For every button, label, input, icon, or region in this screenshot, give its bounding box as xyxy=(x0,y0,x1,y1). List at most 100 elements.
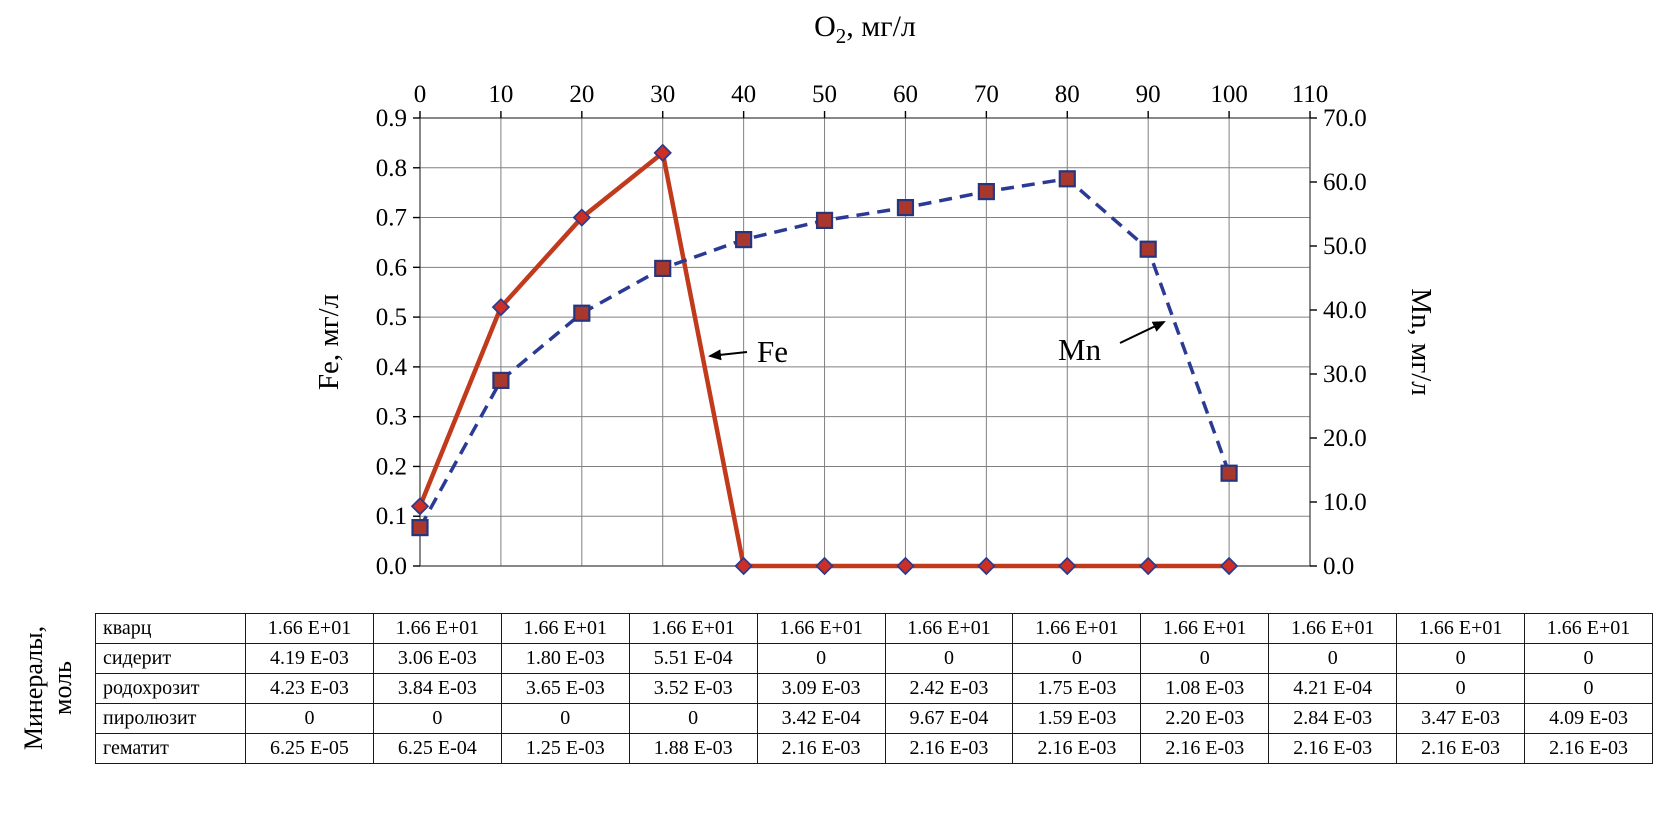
minerals-axis-label-wrap: Минералы, моль xyxy=(0,610,95,766)
gridlines xyxy=(419,117,1311,567)
table-cell: 6.25 E-04 xyxy=(372,732,502,764)
minerals-table: кварц 1.66 E+01 1.66 E+01 1.66 E+01 1.66 E+0… xyxy=(95,612,1653,764)
table-cell: 2.16 E-03 xyxy=(1396,732,1526,764)
table-cell: 1.25 E-03 xyxy=(500,732,630,764)
x-tick-label: 30 xyxy=(650,81,675,108)
x-tick-label: 40 xyxy=(731,81,756,108)
table-cell: 0 xyxy=(1268,642,1398,674)
table-cell: 2.20 E-03 xyxy=(1140,702,1270,734)
plot-border xyxy=(419,117,1311,567)
table-cell: 0 xyxy=(245,702,374,734)
marker-fe xyxy=(572,208,592,227)
y-right-tick-label: 40.0 xyxy=(1323,297,1367,324)
table-cell: 1.66 E+01 xyxy=(1268,612,1398,644)
table-cell: 0 xyxy=(500,702,630,734)
x-tick-label: 20 xyxy=(569,81,594,108)
marker-fe xyxy=(1219,556,1239,576)
marker-mn xyxy=(896,199,915,217)
table-cell: 1.88 E-03 xyxy=(628,732,758,764)
table-cell: 2.84 E-03 xyxy=(1268,702,1398,734)
marker-mn xyxy=(492,371,510,389)
table-cell: 0 xyxy=(1012,642,1142,674)
y-right-tick-label: 20.0 xyxy=(1323,425,1367,452)
fe-annotation: Fe xyxy=(757,334,788,369)
table-cell: 4.09 E-03 xyxy=(1524,702,1653,734)
table-cell: 1.80 E-03 xyxy=(500,642,630,674)
marker-mn xyxy=(654,259,672,277)
x-tick-label: 80 xyxy=(1055,81,1080,108)
row-label: кварц xyxy=(95,612,246,644)
table-cell: 4.19 E-03 xyxy=(245,642,374,674)
minerals-axis-label: Минералы, моль xyxy=(18,626,76,750)
table-row: родохрозит 4.23 E-03 3.84 E-03 3.65 E-03 3.5… xyxy=(95,672,1653,704)
table-cell: 1.66 E+01 xyxy=(756,612,886,644)
chart-area: 0 10 20 30 40 50 60 70 80 90 100 110 0.0 0.1 0.2 0.3 0.4… xyxy=(313,10,1437,580)
right-axis-title: Mn, мг/л xyxy=(1405,288,1437,396)
x-tick-label: 50 xyxy=(812,81,837,108)
y-right-tick-label: 70.0 xyxy=(1323,105,1367,132)
table-cell: 1.66 E+01 xyxy=(372,612,502,644)
table-cell: 0 xyxy=(1524,672,1653,704)
table-row: гематит 6.25 E-05 6.25 E-04 1.25 E-03 1.88 E… xyxy=(95,732,1653,764)
table-cell: 1.66 E+01 xyxy=(628,612,758,644)
marker-mn xyxy=(1058,170,1076,188)
x-tick-label: 90 xyxy=(1136,81,1161,108)
y-right-tick-label: 10.0 xyxy=(1323,489,1367,516)
table-cell: 2.42 E-03 xyxy=(884,672,1014,704)
marker-fe xyxy=(815,556,834,576)
table-cell: 3.42 E-04 xyxy=(756,702,886,734)
y-left-tick-label: 0.2 xyxy=(376,453,407,480)
row-label: гематит xyxy=(95,732,246,764)
table-cell: 3.84 E-03 xyxy=(372,672,502,704)
marker-mn xyxy=(1220,464,1238,482)
marker-fe xyxy=(491,297,511,317)
y-left-tick-label: 0.7 xyxy=(376,205,407,232)
marker-mn xyxy=(1139,240,1157,258)
y-left-tick-label: 0.5 xyxy=(376,304,407,331)
marker-fe xyxy=(653,143,672,163)
minerals-axis-label-line1: Минералы, xyxy=(18,625,48,751)
table-cell: 4.23 E-03 xyxy=(245,672,374,704)
y-left-tick-label: 0.0 xyxy=(376,553,407,580)
series-mn xyxy=(411,170,1238,537)
table-cell: 6.25 E-05 xyxy=(245,732,374,764)
table-cell: 1.66 E+01 xyxy=(500,612,630,644)
table-cell: 9.67 E-04 xyxy=(884,702,1014,734)
y-left-tick-label: 0.1 xyxy=(376,503,407,530)
table-cell: 3.09 E-03 xyxy=(756,672,886,704)
marker-mn xyxy=(573,304,591,322)
y-left-tick-label: 0.8 xyxy=(376,155,407,182)
table-cell: 1.75 E-03 xyxy=(1012,672,1142,704)
minerals-axis-label-line2: моль xyxy=(47,661,77,715)
table-cell: 3.47 E-03 xyxy=(1396,702,1526,734)
minerals-table-section: Минералы, моль кварц 1.66 E+01 1.66 E+01 1.… xyxy=(0,610,1677,766)
marker-mn xyxy=(977,183,995,201)
left-axis-title: Fe, мг/л xyxy=(313,294,345,390)
x-tick-label: 110 xyxy=(1292,81,1329,108)
table-cell: 1.66 E+01 xyxy=(884,612,1014,644)
table-cell: 2.16 E-03 xyxy=(1012,732,1142,764)
y-right-tick-label: 50.0 xyxy=(1323,233,1367,260)
x-tick-label: 10 xyxy=(488,81,513,108)
table-cell: 0 xyxy=(628,702,758,734)
table-cell: 4.21 E-04 xyxy=(1268,672,1398,704)
marker-mn xyxy=(815,211,834,229)
annotations: Fe Mn xyxy=(708,321,1166,369)
table-row: сидерит 4.19 E-03 3.06 E-03 1.80 E-03 5.51 E… xyxy=(95,642,1653,674)
table-cell: 1.66 E+01 xyxy=(1140,612,1270,644)
marker-mn xyxy=(411,518,429,537)
y-right-tick-label: 30.0 xyxy=(1323,361,1367,388)
marker-fe xyxy=(977,556,996,576)
marker-fe xyxy=(410,497,430,516)
marker-fe xyxy=(734,556,753,576)
table-cell: 0 xyxy=(1140,642,1270,674)
row-label: сидерит xyxy=(95,642,246,674)
table-cell: 2.16 E-03 xyxy=(1524,732,1653,764)
table-cell: 3.06 E-03 xyxy=(372,642,502,674)
axis-ticks xyxy=(413,111,1317,567)
row-label: родохрозит xyxy=(95,672,246,704)
row-label: пиролюзит xyxy=(95,702,246,734)
table-cell: 0 xyxy=(1524,642,1653,674)
marker-mn xyxy=(735,231,753,249)
